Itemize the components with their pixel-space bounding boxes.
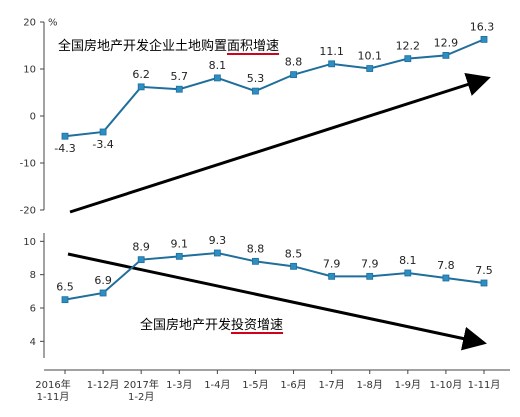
x-tick-label: 1-5月 xyxy=(242,379,268,391)
data-label: 7.5 xyxy=(475,264,493,277)
data-point xyxy=(137,256,145,264)
y-tick-label: 8 xyxy=(30,270,36,281)
data-point xyxy=(213,74,221,82)
data-label: 7.9 xyxy=(361,257,379,270)
y-tick-label: 0 xyxy=(30,112,36,123)
data-label: 8.9 xyxy=(132,241,150,254)
data-label: 10.1 xyxy=(357,50,382,63)
chart-title: 全国房地产开发企业土地购置面积增速 xyxy=(58,38,279,54)
x-tick-label: 2016年 xyxy=(35,378,70,391)
data-point xyxy=(290,262,297,270)
data-label: -4.3 xyxy=(54,142,75,155)
chart-title-underlined: 投资增速 xyxy=(231,317,283,333)
data-label: 8.5 xyxy=(285,247,303,260)
data-point xyxy=(252,87,259,95)
data-label: 6.2 xyxy=(132,68,150,81)
y-tick-label: 4 xyxy=(30,337,36,348)
data-label: 8.8 xyxy=(285,56,303,69)
data-label: 8.1 xyxy=(209,59,227,72)
series-line xyxy=(64,251,485,301)
trend-arrow xyxy=(67,252,487,351)
data-label: 11.1 xyxy=(319,45,344,58)
x-tick-label: 1-12月 xyxy=(87,379,120,391)
x-tick-label: 1-9月 xyxy=(395,379,421,391)
x-tick-label: 1-11月 xyxy=(468,379,501,391)
y-unit-label: % xyxy=(48,18,58,29)
data-point xyxy=(61,296,69,304)
y-tick-label: -20 xyxy=(20,206,36,217)
data-label: 6.9 xyxy=(94,274,112,287)
data-point xyxy=(99,289,107,297)
data-point xyxy=(442,274,450,282)
data-point xyxy=(366,272,374,280)
data-label: 16.3 xyxy=(470,20,495,33)
x-tick-label: 1-2月 xyxy=(128,391,154,403)
x-tick-label: 1-3月 xyxy=(166,379,192,391)
chart-title-plain: 全国房地产开发企业土地购置 xyxy=(58,38,227,54)
x-tick-label: 1-4月 xyxy=(204,379,230,391)
data-point xyxy=(480,279,488,287)
data-point xyxy=(404,55,412,63)
data-label: -3.4 xyxy=(92,138,113,151)
data-point xyxy=(328,60,336,68)
data-label: 5.3 xyxy=(247,72,265,85)
x-tick-label: 2017年 xyxy=(123,378,158,391)
data-point xyxy=(328,272,336,280)
data-label: 9.1 xyxy=(171,237,189,250)
x-tick-label: 1-7月 xyxy=(318,379,344,391)
x-tick-label: 1-6月 xyxy=(280,379,306,391)
data-label: 5.7 xyxy=(171,70,189,83)
data-point xyxy=(480,35,488,43)
data-label: 6.5 xyxy=(56,281,74,294)
data-point xyxy=(290,71,297,79)
x-tick-label: 1-11月 xyxy=(37,391,70,403)
data-point xyxy=(137,83,145,91)
data-label: 9.3 xyxy=(209,234,227,247)
y-tick-label: 10 xyxy=(23,237,36,248)
x-tick-label: 1-10月 xyxy=(430,379,463,391)
data-point xyxy=(213,249,221,257)
data-label: 8.1 xyxy=(399,254,417,267)
data-label: 7.9 xyxy=(323,257,341,270)
chart-title: 全国房地产开发投资增速 xyxy=(140,317,283,333)
data-point xyxy=(252,257,259,265)
panel-2: 4 6 8 10 6.5 6.9 8.9 9.1 9.3 8.8 8.5 7.9 7.9 8.1 7.8 7.… xyxy=(23,233,510,371)
y-tick-label: 6 xyxy=(30,304,36,315)
data-label: 8.8 xyxy=(247,242,265,255)
data-label: 7.8 xyxy=(437,259,455,272)
data-label: 12.2 xyxy=(396,40,421,53)
data-point xyxy=(175,252,183,260)
data-point xyxy=(404,269,412,277)
data-point xyxy=(61,132,69,140)
data-point xyxy=(442,51,450,59)
trend-arrow xyxy=(69,72,491,214)
series-line xyxy=(64,38,485,138)
x-tick-label: 1-8月 xyxy=(357,379,383,391)
y-tick-label: 10 xyxy=(23,65,36,76)
y-tick-label: 20 xyxy=(23,18,36,29)
y-tick-label: -10 xyxy=(20,159,36,170)
data-point xyxy=(175,85,183,93)
data-point xyxy=(366,65,374,72)
data-point xyxy=(99,128,107,136)
chart-title-plain: 全国房地产开发 xyxy=(140,317,231,333)
chart-title-underlined: 面积增速 xyxy=(227,39,279,54)
panel-1: -20 -10 0 10 20 % -4.3 -3.4 6.2 5.7 8.1 5.3 8.8 11.1 1… xyxy=(20,18,495,217)
data-label: 12.9 xyxy=(434,36,459,49)
